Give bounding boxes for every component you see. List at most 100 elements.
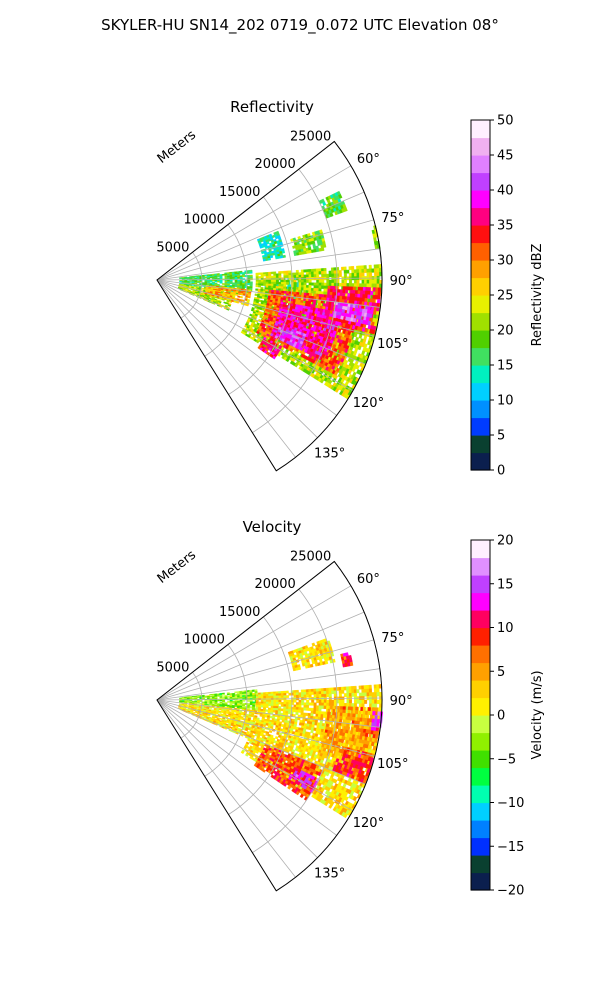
- echo-cell: [283, 279, 287, 283]
- echo-cell: [343, 283, 347, 287]
- echo-cell: [356, 272, 360, 277]
- echo-cell: [292, 316, 296, 320]
- echo-cell: [270, 283, 274, 287]
- echo-cell: [333, 267, 337, 271]
- echo-cell: [273, 283, 277, 287]
- echo-cell: [191, 695, 195, 698]
- echo-cell: [288, 270, 292, 274]
- echo-cell: [258, 272, 262, 275]
- echo-cell: [338, 194, 343, 199]
- echo-cell: [356, 265, 360, 270]
- echo-cell: [313, 271, 317, 275]
- echo-cell: [363, 268, 367, 273]
- echo-cell: [376, 272, 380, 277]
- echo-cell: [209, 280, 213, 283]
- echo-cell: [263, 274, 267, 277]
- echo-cell: [209, 695, 213, 698]
- echo-cell: [328, 690, 332, 695]
- colorbar-tick-label: 15: [497, 359, 514, 374]
- echo-cell: [283, 290, 287, 294]
- echo-cell: [283, 690, 287, 694]
- echo-cell: [249, 699, 253, 702]
- echo-cell: [268, 275, 272, 279]
- echo-cell: [225, 289, 229, 292]
- echo-cell: [301, 274, 305, 278]
- echo-cell: [209, 276, 213, 279]
- echo-cell: [270, 281, 274, 285]
- echo-cell: [365, 290, 369, 295]
- colorbar-tick-label: 20: [497, 324, 514, 339]
- echo-cell: [377, 291, 381, 296]
- echo-cell: [204, 274, 208, 277]
- echo-cell: [356, 279, 360, 284]
- echo-cell: [368, 313, 373, 319]
- echo-cell: [194, 283, 198, 285]
- echo-cell: [331, 273, 335, 278]
- echo-cell: [358, 315, 362, 320]
- echo-cell: [287, 284, 291, 288]
- echo-cell: [293, 286, 297, 290]
- echo-cell: [273, 273, 277, 277]
- echo-cell: [237, 276, 241, 279]
- echo-cell: [311, 271, 315, 275]
- azimuth-line: [156, 191, 365, 281]
- echo-cell: [221, 693, 225, 696]
- echo-cell: [267, 257, 272, 261]
- echo-cell: [194, 696, 198, 698]
- echo-cell: [366, 279, 370, 284]
- echo-cell: [260, 276, 264, 279]
- echo-cell: [354, 699, 358, 704]
- echo-cell: [366, 268, 370, 273]
- echo-cell: [301, 699, 305, 703]
- echo-cell: [358, 265, 362, 270]
- echo-cell: [346, 283, 350, 287]
- echo-cell: [189, 697, 193, 700]
- echo-cell: [330, 267, 335, 272]
- echo-cell: [265, 275, 269, 279]
- echo-cell: [362, 286, 366, 292]
- echo-cell: [280, 695, 284, 699]
- echo-cell: [234, 285, 238, 288]
- echo-cell: [301, 694, 305, 698]
- echo-cell: [255, 284, 259, 288]
- echo-cell: [273, 695, 277, 699]
- echo-cell: [311, 282, 315, 286]
- echo-cell: [298, 694, 302, 698]
- echo-cell: [349, 279, 352, 284]
- colorbar-swatch: [471, 242, 490, 261]
- echo-cell: [364, 283, 368, 288]
- echo-cell: [260, 696, 264, 699]
- echo-cell: [204, 696, 208, 698]
- echo-cell: [365, 287, 369, 292]
- echo-cell: [351, 269, 355, 274]
- echo-cell: [348, 310, 353, 315]
- echo-cell: [342, 292, 346, 297]
- colorbar-tick-label: 45: [497, 149, 514, 164]
- echo-cell: [308, 274, 312, 278]
- echo-cell: [194, 276, 198, 278]
- echo-cell: [321, 699, 325, 704]
- echo-cell: [255, 274, 259, 277]
- echo-cell: [308, 694, 312, 698]
- echo-cell: [249, 703, 253, 706]
- echo-cell: [361, 283, 365, 288]
- echo-cell: [269, 255, 274, 259]
- echo-cell: [377, 287, 381, 292]
- echo-cell: [328, 699, 332, 704]
- echo-cell: [328, 687, 332, 692]
- echo-cell: [196, 696, 200, 699]
- echo-cell: [249, 276, 253, 279]
- colorbar-swatch: [471, 277, 490, 296]
- angle-tick-label: 75°: [381, 211, 404, 226]
- echo-cell: [223, 289, 227, 292]
- echo-cell: [273, 275, 277, 279]
- echo-cell: [374, 283, 378, 288]
- echo-cell: [258, 281, 262, 284]
- echo-cell: [333, 270, 337, 275]
- echo-cell: [263, 283, 267, 286]
- echo-cell: [358, 269, 362, 274]
- echo-cell: [339, 289, 344, 294]
